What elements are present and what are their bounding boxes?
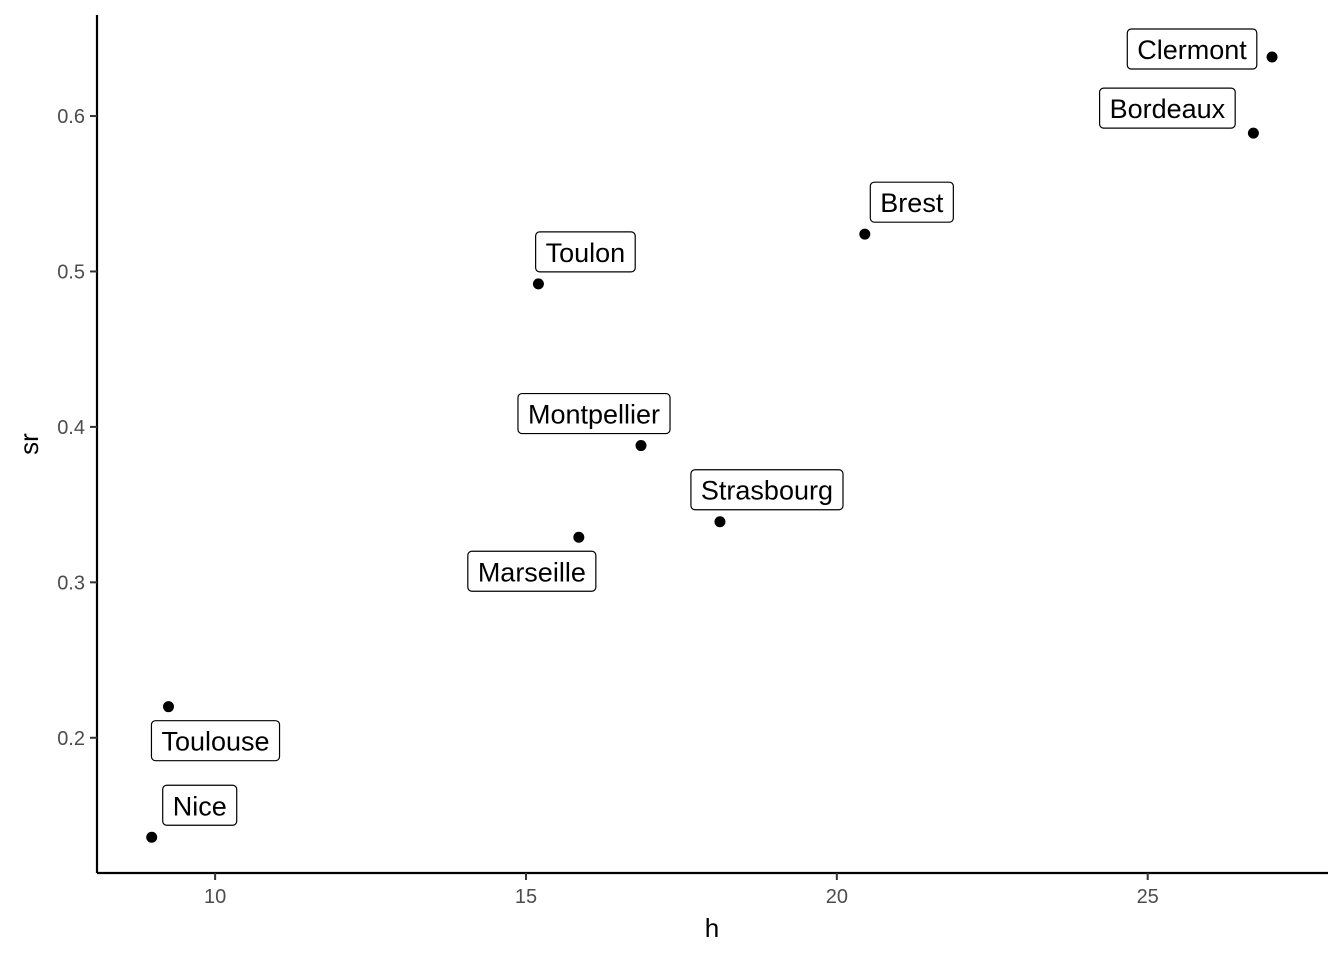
point-label-strasbourg: Strasbourg bbox=[690, 469, 844, 511]
data-point-strasbourg bbox=[714, 516, 726, 528]
point-label-text: Toulouse bbox=[161, 727, 269, 757]
data-point-toulon bbox=[532, 278, 544, 290]
data-point-montpellier bbox=[635, 440, 647, 452]
y-tick-label: 0.4 bbox=[57, 417, 85, 439]
x-tick-label: 25 bbox=[1137, 886, 1159, 908]
point-label-clermont: Clermont bbox=[1126, 28, 1258, 70]
label-box bbox=[1098, 87, 1236, 129]
label-box bbox=[150, 720, 281, 762]
data-point-clermont bbox=[1266, 51, 1278, 63]
point-label-brest: Brest bbox=[869, 181, 954, 223]
label-box bbox=[1126, 28, 1258, 70]
data-point-nice bbox=[146, 831, 158, 843]
point-label-marseille: Marseille bbox=[467, 550, 597, 592]
point-label-text: Clermont bbox=[1137, 35, 1247, 65]
point-label-text: Montpellier bbox=[528, 400, 660, 430]
x-axis-title: h bbox=[705, 913, 719, 943]
data-point-bordeaux bbox=[1247, 127, 1259, 139]
data-points bbox=[146, 51, 1278, 843]
point-label-montpellier: Montpellier bbox=[517, 392, 671, 435]
point-label-nice: Nice bbox=[162, 784, 238, 826]
point-labels: Clermont Bordeaux Brest Toulon Montpellier St… bbox=[150, 28, 1258, 826]
x-tick-label: 20 bbox=[826, 886, 848, 908]
y-ticks: 0.2 0.3 0.4 0.5 0.6 bbox=[57, 106, 97, 750]
point-label-text: Nice bbox=[173, 791, 227, 821]
axes bbox=[95, 15, 1328, 875]
data-point-brest bbox=[859, 228, 871, 240]
y-axis-title: sr bbox=[14, 433, 44, 455]
point-label-text: Strasbourg bbox=[701, 476, 833, 506]
label-box bbox=[162, 784, 238, 826]
label-box bbox=[690, 469, 844, 511]
label-box bbox=[869, 181, 954, 223]
point-label-text: Brest bbox=[880, 188, 944, 218]
label-box bbox=[517, 392, 671, 435]
point-label-text: Bordeaux bbox=[1110, 94, 1226, 124]
label-box bbox=[467, 550, 597, 592]
point-label-toulouse: Toulouse bbox=[150, 720, 281, 762]
x-ticks: 10 15 20 25 bbox=[204, 873, 1159, 908]
label-box bbox=[535, 231, 636, 273]
point-label-text: Toulon bbox=[546, 238, 626, 268]
point-label-text: Marseille bbox=[478, 557, 586, 587]
y-tick-label: 0.2 bbox=[57, 728, 85, 750]
x-tick-label: 10 bbox=[204, 886, 226, 908]
y-tick-label: 0.3 bbox=[57, 572, 85, 594]
y-tick-label: 0.6 bbox=[57, 106, 85, 128]
point-label-toulon: Toulon bbox=[535, 231, 636, 273]
data-point-toulouse bbox=[162, 701, 174, 713]
x-tick-label: 15 bbox=[515, 886, 537, 908]
data-point-marseille bbox=[573, 531, 585, 543]
y-tick-label: 0.5 bbox=[57, 261, 85, 283]
point-label-bordeaux: Bordeaux bbox=[1098, 87, 1236, 129]
